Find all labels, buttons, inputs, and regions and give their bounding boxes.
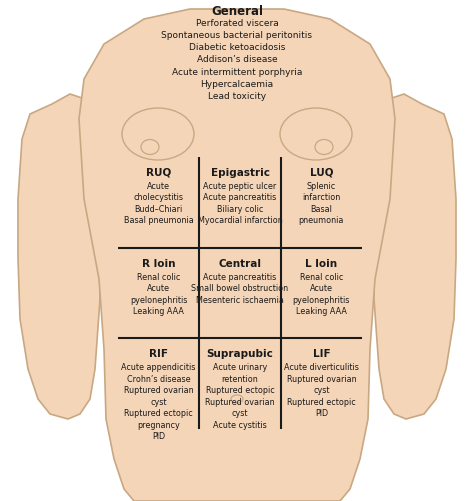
Text: Acute pancreatitis
Small bowel obstruction
Mesenteric ischaemia: Acute pancreatitis Small bowel obstructi…: [191, 272, 289, 304]
Text: Acute diverticulitis
Ruptured ovarian
cyst
Ruptured ectopic
PID: Acute diverticulitis Ruptured ovarian cy…: [284, 363, 359, 417]
Text: Acute appendicitis
Crohn’s disease
Ruptured ovarian
cyst
Ruptured ectopic
pregna: Acute appendicitis Crohn’s disease Ruptu…: [121, 363, 196, 440]
Text: General: General: [211, 5, 263, 18]
Text: R loin: R loin: [142, 258, 175, 268]
Text: Acute peptic ulcer
Acute pancreatitis
Biliary colic
Myocardial infarction: Acute peptic ulcer Acute pancreatitis Bi…: [198, 182, 283, 225]
Polygon shape: [79, 10, 395, 501]
Text: L loin: L loin: [305, 258, 337, 268]
Polygon shape: [374, 95, 456, 419]
Text: Central: Central: [219, 258, 262, 268]
Ellipse shape: [280, 109, 352, 161]
Text: Perforated viscera
Spontaneous bacterial peritonitis
Diabetic ketoacidosis
Addis: Perforated viscera Spontaneous bacterial…: [162, 19, 312, 101]
Text: Suprapubic: Suprapubic: [207, 349, 273, 359]
Text: RUQ: RUQ: [146, 168, 171, 178]
Text: Renal colic
Acute
pyelonephritis
Leaking AAA: Renal colic Acute pyelonephritis Leaking…: [292, 272, 350, 316]
Ellipse shape: [122, 109, 194, 161]
Polygon shape: [18, 95, 100, 419]
Text: LIF: LIF: [312, 349, 330, 359]
Text: RIF: RIF: [149, 349, 168, 359]
Text: Acute urinary
retention
Ruptured ectopic
Ruptured ovarian
cyst
Acute cystitis: Acute urinary retention Ruptured ectopic…: [205, 363, 275, 429]
Text: LUQ: LUQ: [310, 168, 333, 178]
Text: Splenic
infarction
Basal
pneumonia: Splenic infarction Basal pneumonia: [299, 182, 344, 225]
Text: Renal colic
Acute
pyelonephritis
Leaking AAA: Renal colic Acute pyelonephritis Leaking…: [130, 272, 187, 316]
Text: Acute
cholecystitis
Budd–Chiari
Basal pneumonia: Acute cholecystitis Budd–Chiari Basal pn…: [124, 182, 193, 225]
Text: Epigastric: Epigastric: [210, 168, 270, 178]
